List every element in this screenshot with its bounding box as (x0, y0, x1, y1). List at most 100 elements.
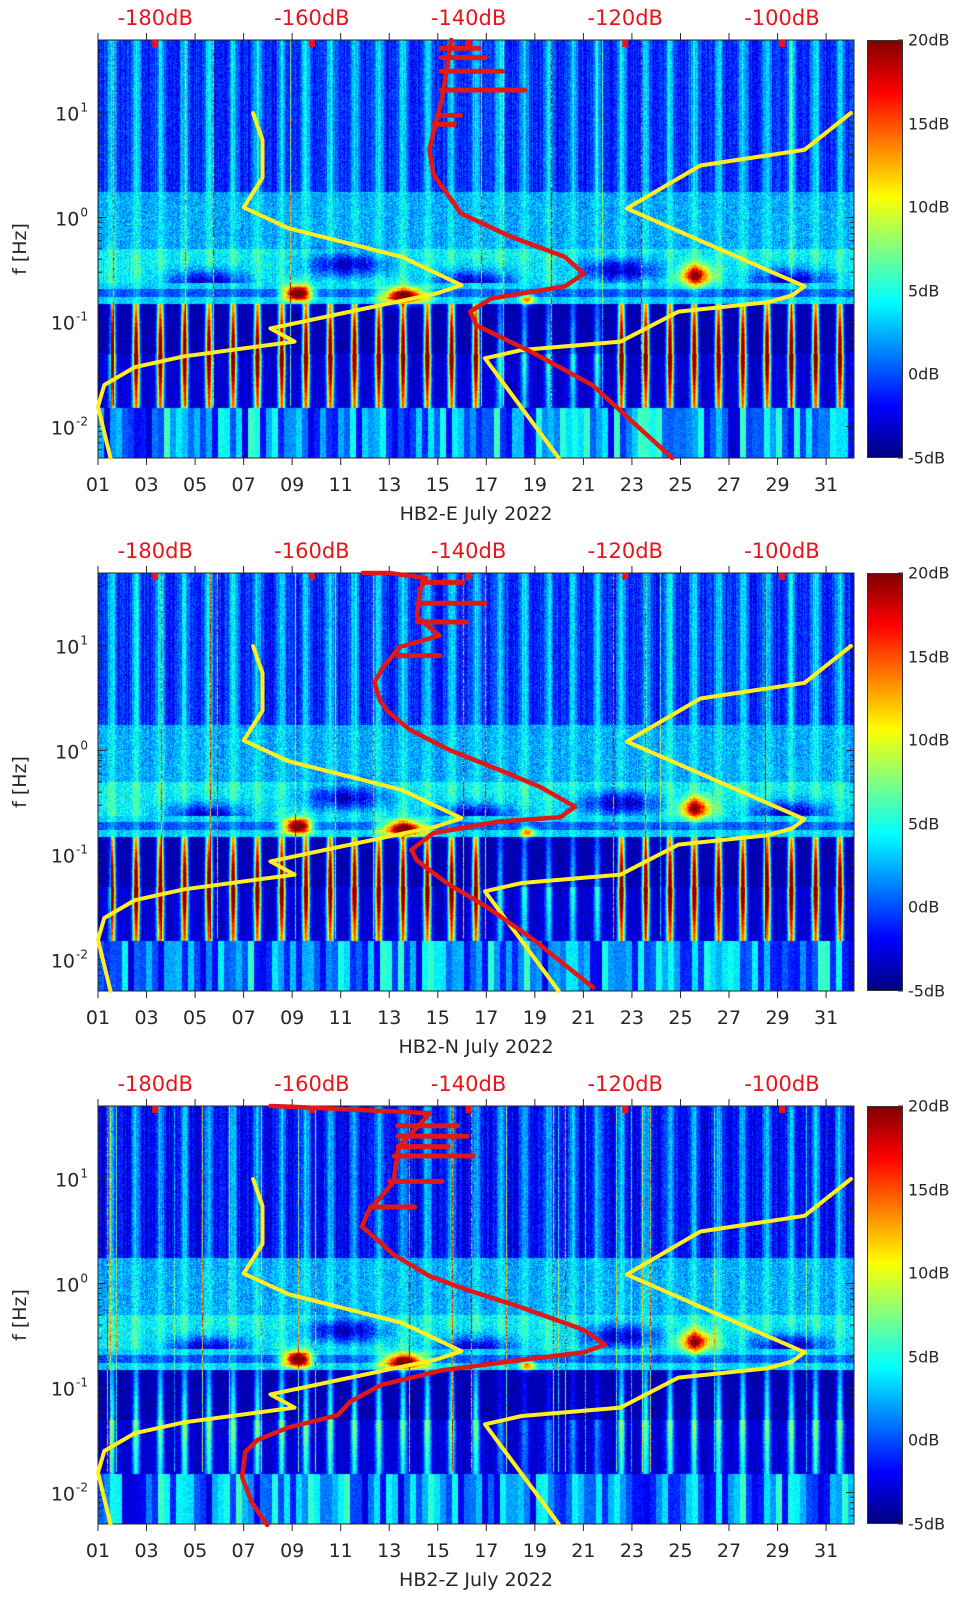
x-tick-label: 25 (668, 1007, 693, 1029)
db-tick-mark (152, 40, 159, 47)
y-tick-exponent: 0 (80, 1271, 88, 1286)
y-tick-base: 10 (55, 1274, 80, 1297)
spectrogram-panel: 01 03 05 07 09 11 13 15 17 19 21 23 25 27 29 31 HB2-E Ju… (0, 0, 962, 533)
plot-overlay (96, 1099, 903, 1531)
low-noise-model-line (96, 644, 464, 993)
y-tick-base: 10 (55, 741, 80, 764)
x-tick-label: 31 (813, 1540, 839, 1562)
x-tick-label: 07 (231, 1007, 256, 1029)
high-noise-model-line (483, 1177, 853, 1526)
y-axis-label: f [Hz] (8, 756, 31, 808)
colorbar-tick-label: 10dB (908, 197, 950, 217)
colorbar-tick-label: 10dB (908, 730, 950, 750)
y-axis-label: f [Hz] (8, 223, 31, 275)
db-tick-mark (778, 573, 785, 580)
db-axis-label: -160dB (274, 1072, 350, 1096)
x-axis-label: HB2-E July 2022 (399, 503, 553, 525)
x-tick-label: 21 (571, 1007, 596, 1029)
x-tick-label: 19 (522, 474, 547, 496)
db-tick-mark (778, 1106, 785, 1113)
plot-frame (97, 1105, 855, 1525)
colorbar-tick-label: 0dB (908, 364, 940, 384)
db-axis-label: -100dB (744, 539, 820, 563)
colorbar-tick-label: 5dB (908, 281, 940, 301)
db-axis-label: -160dB (274, 539, 350, 563)
x-tick-label: 31 (813, 474, 839, 496)
y-tick-label: 10-2 (51, 947, 88, 972)
colorbar-tick-label: 15dB (908, 114, 950, 134)
y-tick-exponent: -1 (76, 842, 88, 857)
y-tick-base: 10 (50, 950, 76, 973)
y-tick-label: 101 (55, 634, 88, 659)
x-tick-label: 05 (182, 1540, 208, 1562)
x-tick-label: 05 (182, 1007, 208, 1029)
x-tick-label: 17 (474, 1007, 499, 1029)
x-tick-label: 23 (619, 1007, 645, 1029)
x-tick-label: 11 (328, 1007, 353, 1029)
x-tick-label: 13 (377, 474, 402, 496)
x-tick-label: 17 (474, 474, 499, 496)
colorbar (867, 573, 903, 991)
db-tick-mark (152, 1106, 159, 1113)
spectrogram-heatmap (98, 573, 854, 991)
median-psd-line (360, 570, 596, 990)
colorbar-tick-label: 10dB (908, 1263, 950, 1283)
db-axis-label: -140dB (430, 6, 507, 30)
y-tick-base: 10 (50, 417, 76, 440)
y-tick-exponent: 1 (80, 633, 88, 648)
db-tick-mark (622, 1106, 629, 1113)
x-tick-label: 01 (85, 1540, 111, 1562)
high-noise-model-line (483, 111, 853, 460)
db-axis-label: -140dB (430, 1072, 507, 1096)
y-tick-label: 10-2 (51, 414, 88, 439)
y-tick-label: 101 (55, 1167, 88, 1192)
median-psd-line (427, 37, 675, 461)
x-tick-label: 29 (765, 1007, 790, 1029)
x-tick-label: 01 (85, 1007, 111, 1029)
y-tick-exponent: 0 (80, 205, 88, 220)
x-axis-label: HB2-N July 2022 (398, 1036, 554, 1058)
y-tick-label: 100 (55, 205, 88, 230)
colorbar-tick-label: 5dB (908, 1347, 940, 1367)
db-axis-label: -120dB (587, 539, 663, 563)
db-tick-mark (308, 40, 315, 47)
x-tick-label: 09 (280, 1007, 305, 1029)
y-tick-label: 10-1 (51, 310, 88, 335)
x-tick-label: 25 (668, 474, 693, 496)
y-tick-exponent: 1 (80, 100, 88, 115)
x-tick-label: 09 (280, 474, 305, 496)
x-tick-label: 31 (813, 1007, 839, 1029)
db-axis-label: -100dB (744, 1072, 820, 1096)
x-tick-label: 29 (765, 1540, 790, 1562)
y-tick-base: 10 (55, 636, 80, 659)
y-tick-base: 10 (50, 1378, 76, 1401)
db-tick-mark (308, 573, 315, 580)
spectrogram-heatmap (98, 40, 854, 458)
db-tick-mark (622, 40, 629, 47)
y-tick-exponent: 0 (80, 738, 88, 753)
y-tick-base: 10 (55, 1169, 80, 1192)
db-tick-mark (465, 1106, 472, 1113)
x-tick-label: 23 (619, 474, 645, 496)
low-noise-model-line (96, 1177, 464, 1526)
y-tick-base: 10 (50, 845, 76, 868)
x-tick-label: 25 (668, 1540, 693, 1562)
spectrogram-panel: 01 03 05 07 09 11 13 15 17 19 21 23 25 27 29 31 HB2-Z Ju… (0, 1066, 962, 1599)
x-tick-label: 15 (425, 474, 450, 496)
db-axis-label: -120dB (587, 6, 663, 30)
x-tick-label: 05 (182, 474, 208, 496)
x-tick-label: 19 (522, 1540, 547, 1562)
low-noise-model-line (96, 111, 464, 460)
db-axis-label: -180dB (117, 1072, 193, 1096)
y-tick-exponent: 1 (80, 1166, 88, 1181)
colorbar-tick-label: 20dB (908, 1096, 950, 1116)
colorbar-tick-label: -5dB (908, 981, 946, 1001)
db-tick-mark (622, 573, 629, 580)
x-tick-label: 23 (619, 1540, 645, 1562)
x-tick-label: 03 (134, 1540, 159, 1562)
y-tick-base: 10 (55, 208, 80, 231)
colorbar-tick-label: 0dB (908, 1430, 940, 1450)
db-axis-label: -140dB (430, 539, 507, 563)
plot-overlay (96, 33, 903, 465)
db-axis-label: -180dB (117, 539, 193, 563)
